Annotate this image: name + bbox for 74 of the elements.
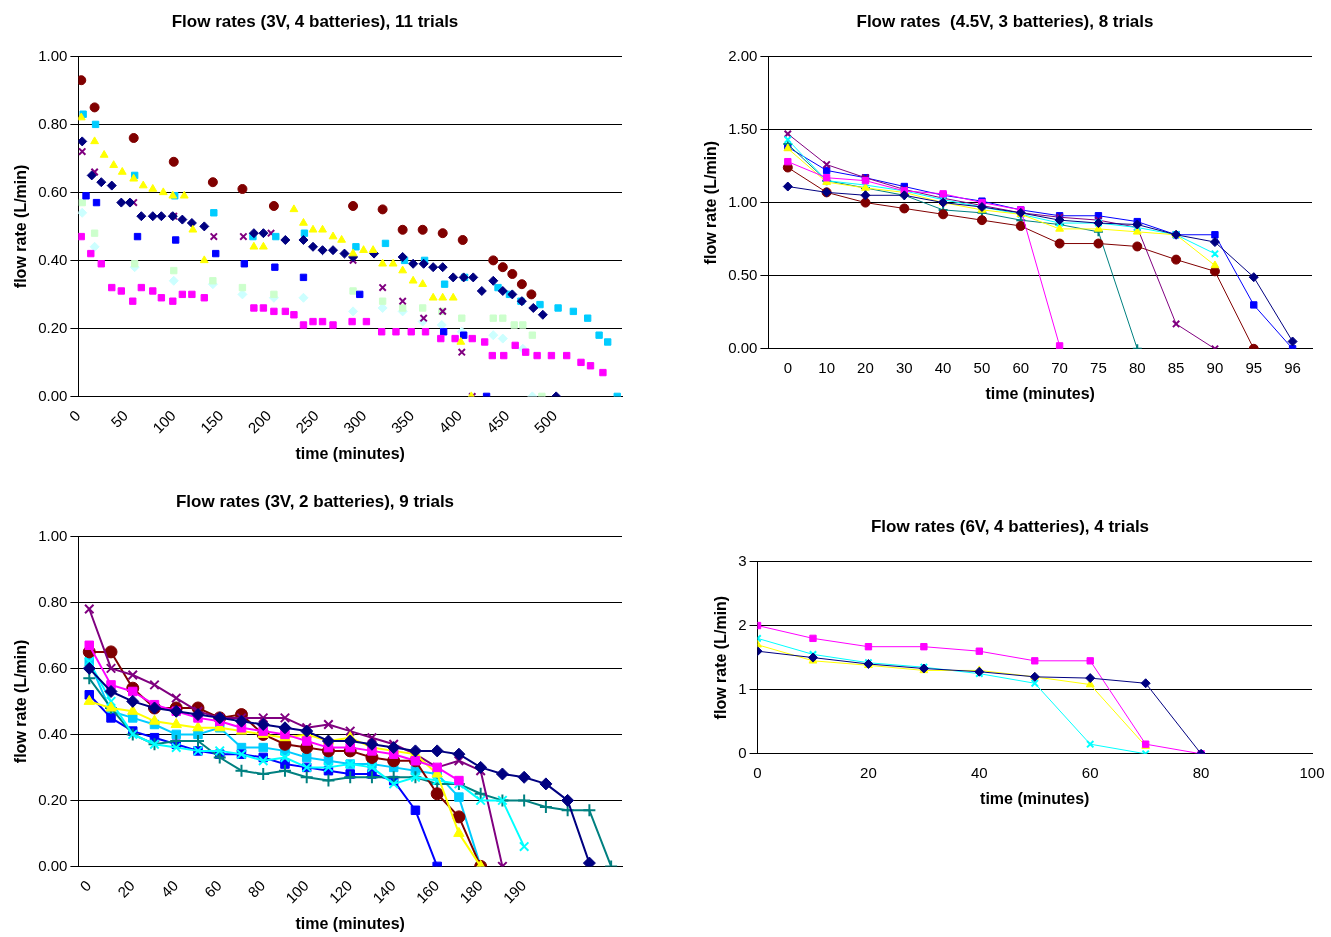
y-tick-label: 0.80: [38, 592, 68, 610]
y-tick-label: 0.00: [38, 856, 68, 874]
x-tick-label: 160: [412, 876, 443, 907]
x-tick-label: 250: [292, 406, 322, 437]
y-tick-label: 2: [738, 615, 747, 633]
chart-title: Flow rates (4.5V, 3 batteries), 8 trials: [856, 11, 1154, 31]
y-tick-label: 0.00: [728, 338, 758, 356]
x-tick-label: 75: [1090, 358, 1107, 376]
y-tick-label: 0.20: [38, 790, 68, 808]
y-tick-label: 0.40: [38, 250, 68, 268]
x-tick-label: 20: [857, 358, 874, 376]
x-tick-label: 85: [1167, 358, 1185, 376]
x-tick-label: 30: [895, 358, 913, 376]
x-tick-label: 300: [339, 406, 370, 437]
x-tick-label: 10: [818, 358, 835, 376]
x-axis-title: time (minutes): [295, 914, 405, 932]
y-tick-label: 1: [738, 679, 747, 697]
x-tick-label: 150: [196, 406, 227, 437]
y-tick-label: 0: [738, 743, 747, 761]
chart-title: Flow rates (3V, 2 batteries), 9 trials: [175, 491, 455, 511]
x-tick-label: 60: [200, 876, 225, 901]
chart-title: Flow rates (6V, 4 batteries), 4 trials: [870, 516, 1150, 536]
x-tick-label: 500: [530, 406, 561, 437]
x-tick-label: 80: [1128, 358, 1146, 376]
y-axis-title: flow rate (L/min): [702, 140, 720, 265]
y-tick-label: 0.80: [38, 114, 68, 132]
y-tick-label: 0.20: [38, 318, 68, 336]
x-axis-title: time (minutes): [295, 444, 405, 462]
x-tick-label: 70: [1051, 358, 1068, 376]
y-tick-label: 1.00: [38, 46, 68, 64]
x-tick-label: 0: [76, 876, 95, 895]
y-tick-label: 0.60: [38, 182, 68, 200]
x-tick-label: 96: [1284, 358, 1301, 376]
x-tick-label: 400: [435, 406, 465, 437]
x-tick-label: 100: [1299, 763, 1325, 781]
x-tick-label: 140: [369, 876, 399, 907]
y-tick-label: 0.40: [38, 724, 68, 742]
x-tick-label: 40: [970, 763, 988, 781]
x-tick-label: 60: [1081, 763, 1099, 781]
x-tick-label: 60: [1012, 358, 1030, 376]
x-tick-label: 50: [973, 358, 991, 376]
x-tick-label: 100: [149, 406, 179, 437]
x-axis-title: time (minutes): [980, 789, 1090, 807]
x-tick-label: 95: [1245, 358, 1263, 376]
x-tick-label: 80: [244, 876, 269, 901]
y-axis-title: flow rate (L/min): [12, 639, 30, 764]
x-tick-label: 20: [860, 763, 877, 781]
x-tick-label: 90: [1206, 358, 1224, 376]
y-tick-label: 0.50: [728, 265, 758, 283]
y-tick-label: 0.60: [38, 658, 68, 676]
x-tick-label: 0: [65, 406, 84, 425]
x-tick-label: 190: [499, 876, 530, 907]
x-tick-label: 40: [157, 876, 182, 901]
y-tick-label: 1.50: [728, 119, 758, 137]
x-tick-label: 120: [325, 876, 356, 907]
chart-title: Flow rates (3V, 4 batteries), 11 trials: [171, 11, 459, 31]
x-tick-label: 450: [482, 406, 513, 437]
x-tick-label: 0: [783, 358, 792, 376]
x-tick-label: 100: [282, 876, 312, 907]
y-axis-title: flow rate (L/min): [12, 164, 30, 289]
x-axis-title: time (minutes): [985, 384, 1095, 402]
y-tick-label: 3: [738, 551, 747, 569]
x-tick-label: 350: [387, 406, 418, 437]
y-tick-label: 1.00: [38, 526, 68, 544]
x-tick-label: 50: [107, 406, 132, 431]
y-axis-title: flow rate (L/min): [712, 595, 730, 720]
y-tick-label: 1.00: [728, 192, 758, 210]
y-tick-label: 2.00: [728, 46, 758, 64]
x-tick-label: 40: [934, 358, 952, 376]
x-tick-label: 80: [1192, 763, 1210, 781]
x-tick-label: 20: [113, 876, 138, 901]
y-tick-label: 0.00: [38, 386, 68, 404]
x-tick-label: 180: [455, 876, 486, 907]
x-tick-label: 200: [244, 406, 275, 437]
